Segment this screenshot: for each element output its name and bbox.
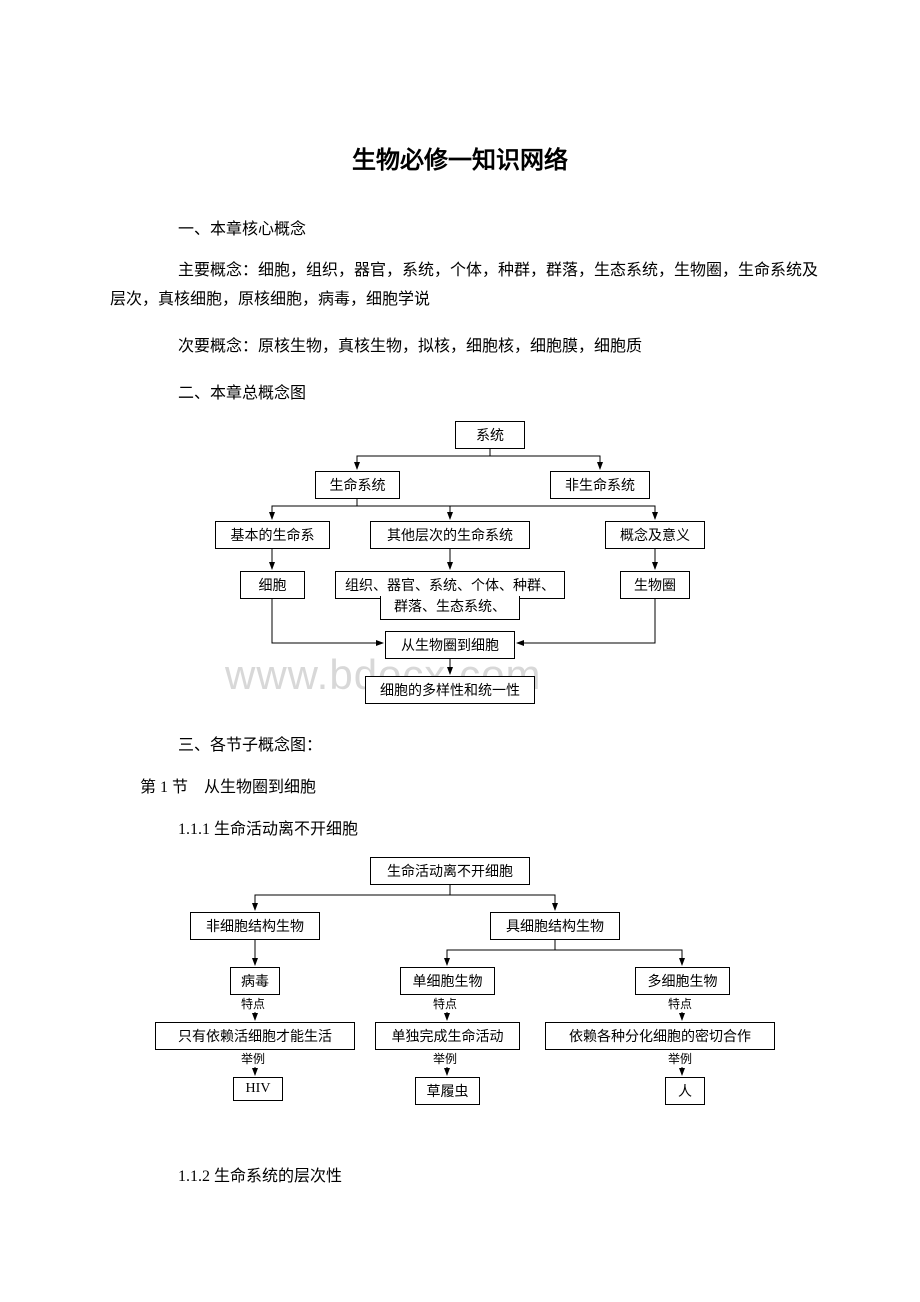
paragraph-2: 次要概念：原核生物，真核生物，拟核，细胞核，细胞膜，细胞质 [110,333,820,362]
node-m6: 多细胞生物 [635,967,730,995]
node-m10: HIV [233,1077,283,1101]
subsection-111: 1.1.1 生命活动离不开细胞 [178,815,920,839]
page-title: 生物必修一知识网络 [0,140,920,175]
node-n9: 生物圈 [620,571,690,599]
node-n10: 从生物圈到细胞 [385,631,515,659]
edge-label: 特点 [433,995,457,1012]
heading-1: 一、本章核心概念 [178,215,920,239]
node-m1: 生命活动离不开细胞 [370,857,530,885]
node-n6: 概念及意义 [605,521,705,549]
node-m9: 依赖各种分化细胞的密切合作 [545,1022,775,1050]
edge-label: 举例 [241,1050,265,1067]
edge-label: 特点 [241,995,265,1012]
node-n11: 细胞的多样性和统一性 [365,676,535,704]
node-m2: 非细胞结构生物 [190,912,320,940]
subsection-112: 1.1.2 生命系统的层次性 [178,1162,920,1186]
edge-label: 举例 [668,1050,692,1067]
heading-3: 三、各节子概念图： [178,731,920,755]
node-m3: 具细胞结构生物 [490,912,620,940]
paragraph-1: 主要概念：细胞，组织，器官，系统，个体，种群，群落，生态系统，生物圈，生命系统及… [110,257,820,315]
diagram-1: www.bdocx.com 系统生命系统非生命系统基本的生命系其他层次的生命系统… [180,421,860,701]
node-m4: 病毒 [230,967,280,995]
node-m8: 单独完成生命活动 [375,1022,520,1050]
diagram-2: 生命活动离不开细胞非细胞结构生物 具细胞结构生物病毒 单细胞生物 多细胞生物只有依赖活… [125,857,865,1122]
node-n1: 系统 [455,421,525,449]
node-m11: 草履虫 [415,1077,480,1105]
node-n3: 非生命系统 [550,471,650,499]
node-m7: 只有依赖活细胞才能生活 [155,1022,355,1050]
node-m12: 人 [665,1077,705,1105]
node-n7: 细胞 [240,571,305,599]
edge-label: 举例 [433,1050,457,1067]
node-n2: 生命系统 [315,471,400,499]
node-n8a: 组织、器官、系统、个体、种群、 [335,571,565,599]
node-m5: 单细胞生物 [400,967,495,995]
node-n5: 其他层次的生命系统 [370,521,530,549]
node-n8b: 群落、生态系统、 [380,596,520,620]
edge-label: 特点 [668,995,692,1012]
node-n4: 基本的生命系 [215,521,330,549]
section-1-title: 第 1 节 从生物圈到细胞 [140,773,920,797]
heading-2: 二、本章总概念图 [178,379,920,403]
